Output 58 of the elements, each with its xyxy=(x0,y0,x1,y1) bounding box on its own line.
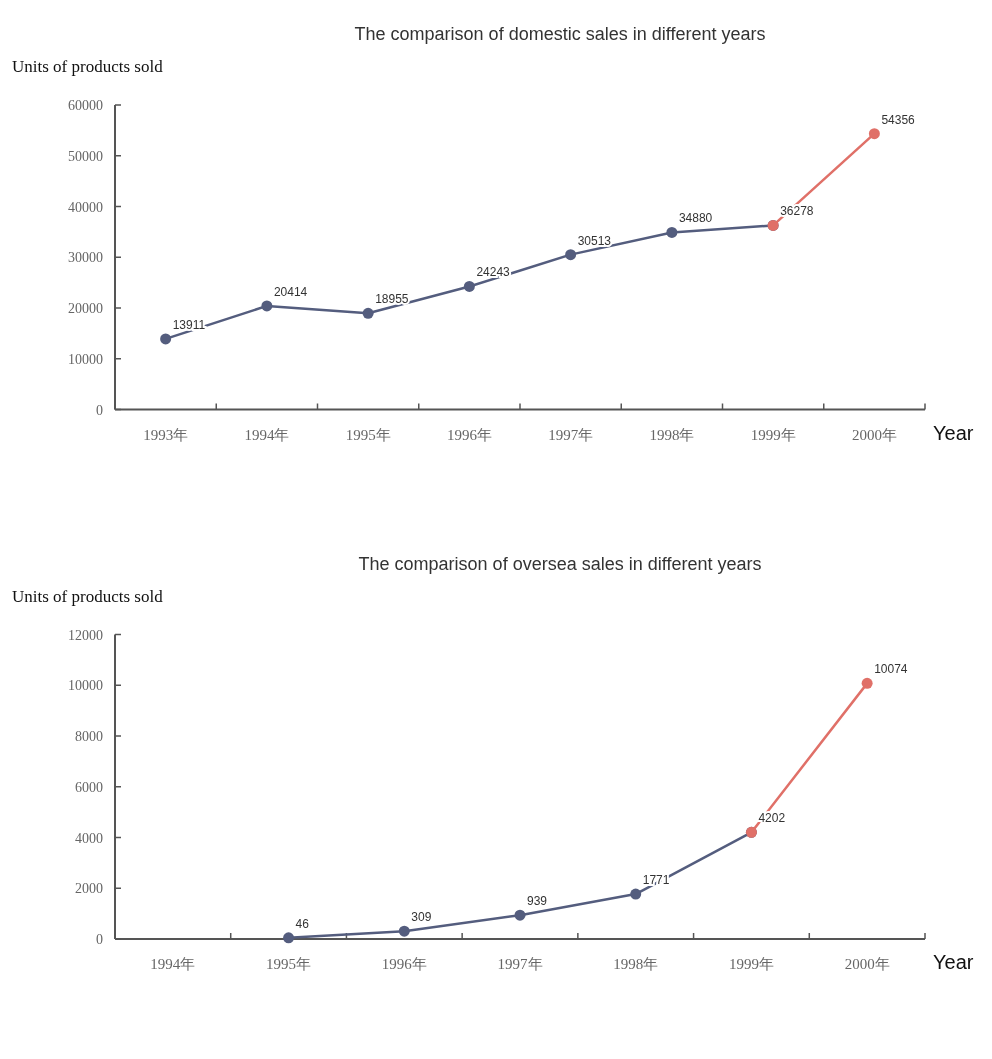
chart-title: The comparison of domestic sales in different years xyxy=(354,24,766,44)
point xyxy=(261,300,273,312)
x-tick-label: 1999年 xyxy=(728,956,774,972)
x-tick-label: 1994年 xyxy=(244,426,290,443)
point xyxy=(868,128,880,140)
x-tick-label: 1997年 xyxy=(548,426,594,443)
y-tick-label: 20000 xyxy=(68,301,103,316)
point xyxy=(861,677,873,689)
data-label: 54356 xyxy=(881,112,916,127)
data-label: 30513 xyxy=(577,233,612,248)
y-tick-label: 0 xyxy=(96,932,103,947)
data-label: 24243 xyxy=(476,265,511,280)
point xyxy=(463,280,475,292)
point xyxy=(283,932,295,944)
x-tick-label: 2000年 xyxy=(844,956,890,972)
x-axis-title: Year xyxy=(933,951,974,973)
point xyxy=(398,925,410,937)
y-axis-title: Units of products sold xyxy=(12,57,164,76)
point xyxy=(362,307,374,319)
x-tick-label: 1999年 xyxy=(750,426,796,443)
y-tick-label: 8000 xyxy=(75,729,103,744)
point xyxy=(160,333,172,345)
y-tick-label: 30000 xyxy=(68,250,103,266)
data-label: 20414 xyxy=(273,284,308,299)
x-tick-label: 1998年 xyxy=(649,426,695,443)
data-label: 309 xyxy=(411,910,432,925)
x-tick-label: 1997年 xyxy=(497,956,543,972)
data-label: 34880 xyxy=(678,211,713,226)
x-tick-label: 1994年 xyxy=(150,956,196,972)
data-label: 46 xyxy=(295,916,310,931)
x-tick-label: 1995年 xyxy=(266,956,312,972)
y-tick-label: 12000 xyxy=(68,627,103,643)
chart-title: The comparison of oversea sales in different years xyxy=(358,553,762,574)
point xyxy=(630,888,642,900)
x-tick-label: 1993年 xyxy=(143,426,189,443)
x-tick-label: 1996年 xyxy=(446,426,492,443)
y-tick-label: 0 xyxy=(96,402,103,418)
x-tick-label: 1996年 xyxy=(381,956,427,972)
point xyxy=(666,226,678,238)
data-label: 18955 xyxy=(375,292,409,307)
data-label: 13911 xyxy=(172,317,206,332)
y-tick-label: 2000 xyxy=(75,881,103,897)
y-tick-label: 40000 xyxy=(68,199,103,215)
y-tick-label: 60000 xyxy=(68,98,103,113)
point xyxy=(565,249,577,261)
y-tick-label: 6000 xyxy=(75,779,103,795)
point xyxy=(514,909,526,921)
x-tick-label: 1998年 xyxy=(613,956,659,972)
y-axis-title: Units of products sold xyxy=(12,586,164,606)
x-tick-label: 2000年 xyxy=(851,426,897,443)
data-label: 10074 xyxy=(874,662,908,677)
x-tick-label: 1995年 xyxy=(345,426,391,443)
y-tick-label: 10000 xyxy=(68,678,103,694)
y-tick-label: 50000 xyxy=(68,148,103,164)
x-axis-title: Year xyxy=(933,421,974,444)
data-label: 939 xyxy=(527,894,548,909)
y-tick-label: 4000 xyxy=(75,830,103,846)
y-tick-label: 10000 xyxy=(68,351,103,367)
